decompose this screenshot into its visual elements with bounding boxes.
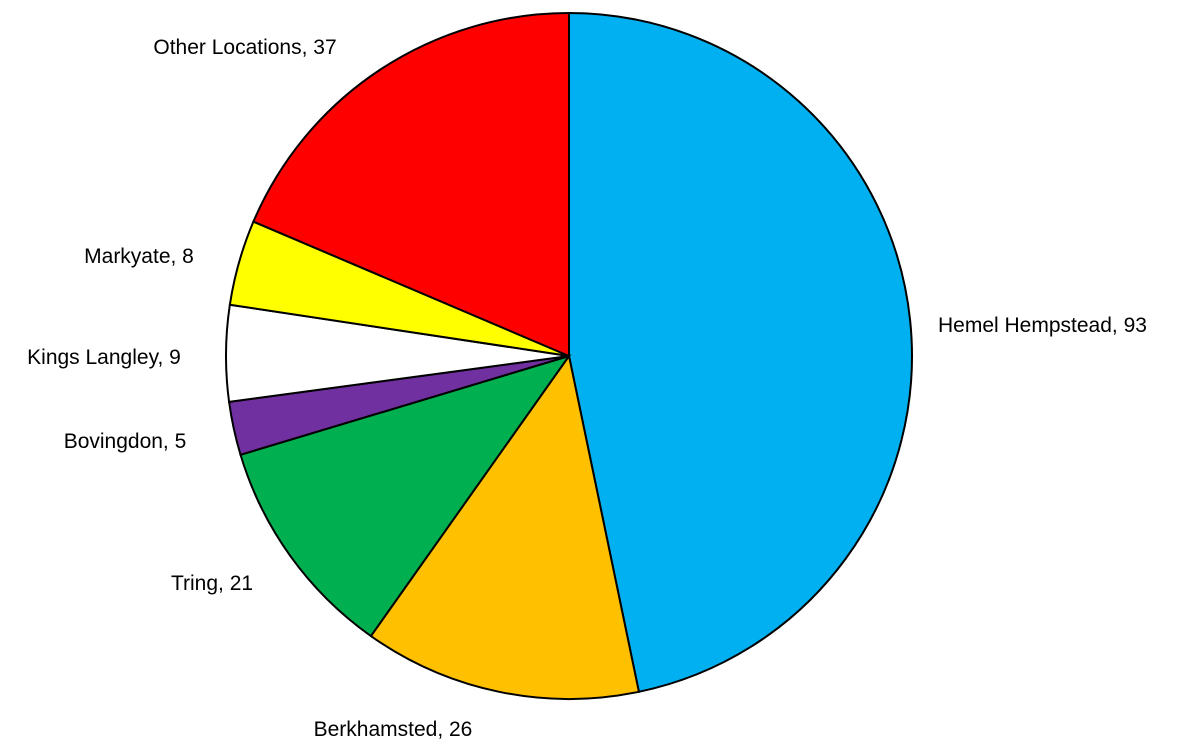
pie-slice-hemel-hempstead: [568, 11, 913, 693]
data-label-hemel-hempstead: Hemel Hempstead, 93: [938, 314, 1147, 337]
data-label-other-locations: Other Locations, 37: [153, 36, 336, 59]
pie-slice-other-locations: [252, 11, 570, 358]
pie-slice-berkhamsted: [369, 353, 641, 700]
data-label-kings-langley: Kings Langley, 9: [27, 346, 181, 369]
pie-slices: [225, 11, 913, 700]
data-label-berkhamsted: Berkhamsted, 26: [314, 718, 473, 741]
data-label-markyate: Markyate, 8: [84, 245, 194, 268]
pie-data-labels: Hemel Hempstead, 93 Berkhamsted, 26 Tring,…: [27, 36, 1147, 741]
pie-slice-tring: [239, 354, 572, 638]
data-label-tring: Tring, 21: [171, 572, 253, 595]
data-label-bovingdon: Bovingdon, 5: [64, 430, 187, 453]
